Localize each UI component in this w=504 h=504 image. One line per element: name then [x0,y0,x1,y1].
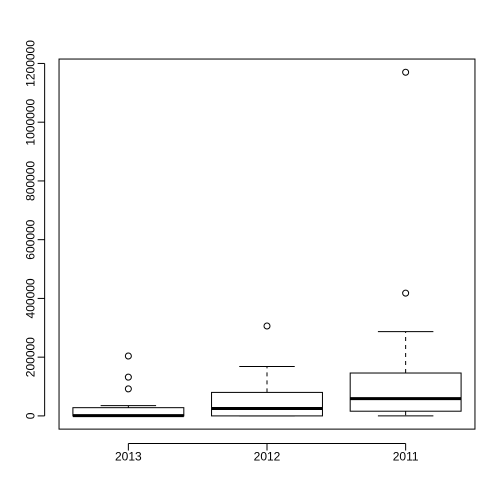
x-tick-label: 2013 [115,450,142,464]
y-tick-label: 200000 [24,337,38,377]
y-tick-label: 1200000 [24,40,38,87]
y-tick-label: 1000000 [24,99,38,146]
iqr-box [211,391,323,417]
outlier-point [124,352,132,360]
outlier-point [402,68,410,76]
plot-frame [58,58,476,430]
iqr-box [349,372,462,412]
y-tick-label: 800000 [24,161,38,201]
y-tick-label: 600000 [24,219,38,259]
y-tick-label: 0 [24,412,38,419]
boxes [72,68,462,418]
x-tick-label: 2012 [254,450,281,464]
outlier-point [124,385,132,393]
outlier-point [402,289,410,297]
x-tick-label: 2011 [393,450,419,464]
outlier-point [263,322,271,330]
y-axis: 0 200000 400000 600000 800000 1000000 1200000 [24,40,46,419]
box-group-2011 [349,68,462,417]
x-axis: 2013 2012 2011 [115,443,419,464]
box-group-2012 [211,322,323,417]
outlier-point [124,373,132,381]
y-tick-label: 400000 [24,278,38,318]
box-group-2013 [72,352,185,418]
